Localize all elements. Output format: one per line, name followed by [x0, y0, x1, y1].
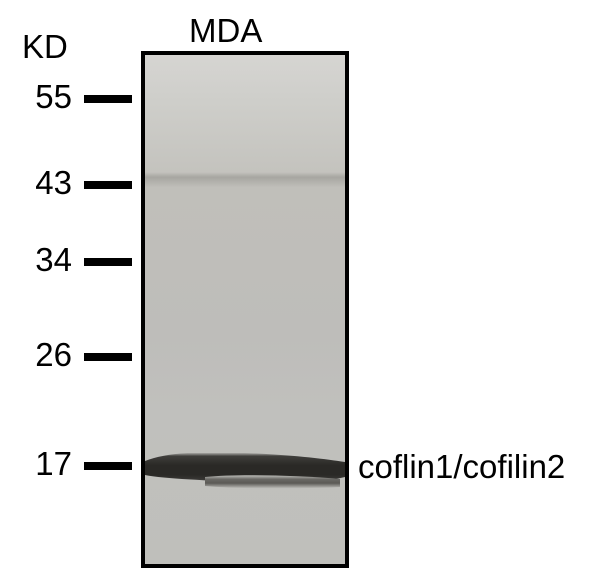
protein-label: coflin1/cofilin2 [358, 448, 565, 486]
blot-figure: KD MDA 55 43 34 26 17 coflin1/cofilin2 [0, 0, 608, 583]
mw-label-55: 55 [22, 78, 72, 116]
mw-label-26: 26 [22, 336, 72, 374]
mw-tick-34 [84, 258, 132, 266]
kd-axis-label: KD [22, 28, 68, 66]
sample-lane-label: MDA [189, 12, 262, 50]
mw-label-34: 34 [22, 241, 72, 279]
mw-label-43: 43 [22, 164, 72, 202]
mw-tick-26 [84, 353, 132, 361]
mw-label-17: 17 [22, 445, 72, 483]
mw-tick-55 [84, 95, 132, 103]
mw-tick-17 [84, 462, 132, 470]
mw-tick-43 [84, 181, 132, 189]
blot-lane [141, 51, 349, 568]
protein-band-2 [145, 475, 345, 489]
